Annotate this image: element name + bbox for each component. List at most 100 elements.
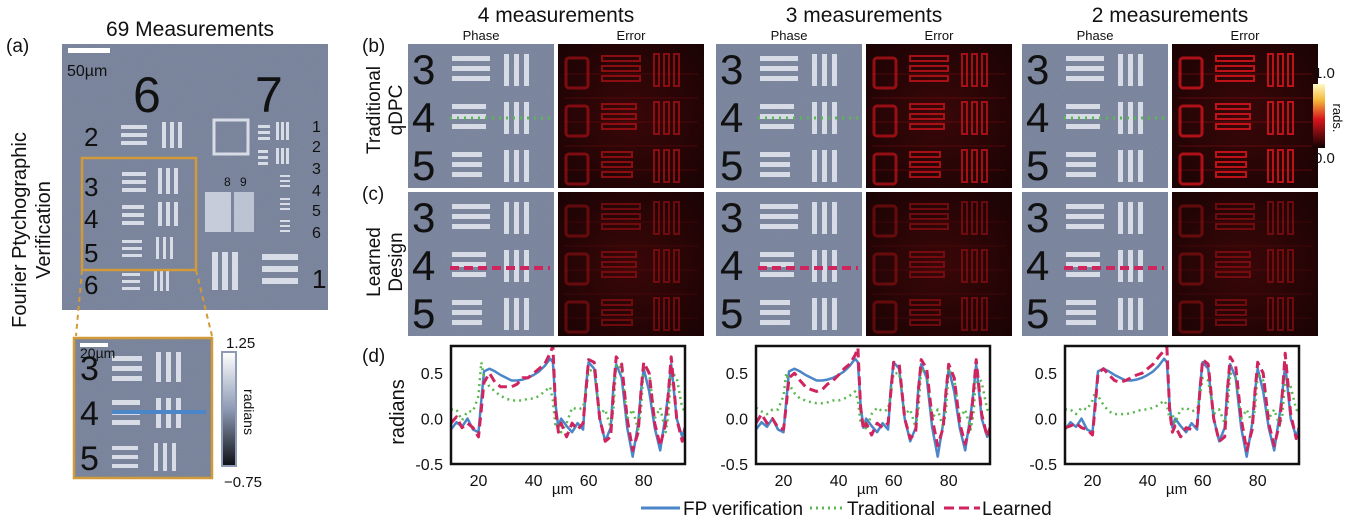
panel-a-letter: (a)	[6, 36, 29, 57]
target-number-9: 9	[240, 175, 247, 189]
target-number-5-right: 5	[312, 203, 321, 220]
phase-image: 345	[1022, 192, 1168, 337]
inset-phase-image: 3 4 5 20µm	[72, 336, 214, 480]
inset-digit-5: 5	[80, 440, 99, 478]
x-tick-label: 20	[775, 473, 793, 490]
phase-image: 345	[716, 44, 862, 189]
y-tick-label: 0.0	[726, 412, 748, 429]
scalebar-main-label: 50µm	[67, 63, 107, 80]
fp-phase-image: 6 7 2 3 4 5 6 1 2 3 4 5 6 8 9 1	[62, 44, 328, 310]
phase-digit-4: 4	[412, 94, 435, 141]
learned-line	[756, 346, 990, 448]
phase-digit-5: 5	[720, 142, 743, 189]
lineout-plot: 0.5 0.0 -0.5 20 40 60 80 µm	[720, 344, 992, 498]
phase-colorbar: 1.25 radians −0.75	[221, 335, 262, 491]
phase-digit-3: 3	[720, 46, 743, 93]
phase-column-label: Phase	[463, 28, 500, 43]
x-tick-label: 40	[525, 473, 543, 490]
target-number-4: 4	[84, 204, 98, 234]
phase-digit-3: 3	[412, 46, 435, 93]
phase-image: 345	[408, 44, 554, 189]
lineout-plot: 0.5 0.0 -0.5 20 40 60 80 µm	[415, 344, 687, 498]
phase-digit-3: 3	[412, 194, 435, 241]
target-number-8: 8	[224, 175, 231, 189]
zoom-region-frame	[80, 156, 198, 272]
fp-verification-line	[451, 357, 685, 458]
error-column-label: Error	[617, 28, 647, 43]
panel-d-letter: (d)	[362, 346, 385, 367]
plot-ylabel: radians	[387, 379, 409, 445]
phase-digit-5: 5	[1026, 290, 1049, 337]
target-number-6-large: 6	[133, 67, 161, 123]
phase-digit-3: 3	[720, 194, 743, 241]
phase-digit-4: 4	[1026, 94, 1049, 141]
target-number-3-right: 3	[312, 161, 321, 178]
x-axis-label: µm	[857, 481, 878, 498]
legend-label-learned: Learned	[982, 499, 1052, 520]
phase-digit-4: 4	[1026, 242, 1049, 289]
phase-column-label: Phase	[1077, 28, 1114, 43]
error-image	[866, 192, 1012, 336]
lineout-plot: 0.5 0.0 -0.5 20 40 60 80 µm	[1029, 344, 1301, 498]
phase-colorbar-max: 1.25	[226, 335, 255, 352]
y-tick-label: -0.5	[720, 457, 748, 474]
phase-digit-3: 3	[1026, 46, 1049, 93]
target-number-6-right: 6	[312, 225, 321, 242]
legend: FP verification Traditional Learned	[641, 499, 1052, 520]
phase-colorbar-label: radians	[241, 389, 257, 435]
target-number-7-large: 7	[255, 67, 283, 123]
target-number-1-bottom: 1	[312, 264, 326, 294]
target-number-2: 2	[84, 122, 98, 152]
learned-line	[451, 346, 685, 452]
phase-column-label: Phase	[771, 28, 808, 43]
phase-image: 345	[408, 192, 554, 337]
group-title: 2 measurements	[1092, 4, 1248, 27]
target-number-2-right: 2	[312, 139, 321, 156]
y-tick-label: -0.5	[415, 457, 443, 474]
x-tick-label: 20	[470, 473, 488, 490]
plot-frame	[1063, 344, 1301, 466]
y-tick-label: 0.0	[1035, 412, 1057, 429]
x-tick-label: 60	[885, 473, 903, 490]
x-tick-label: 60	[1194, 473, 1212, 490]
target-number-1-top: 1	[312, 119, 321, 136]
panel-c-letter: (c)	[362, 184, 384, 205]
phase-colorbar-min: −0.75	[224, 474, 262, 491]
scalebar-inset-label: 20µm	[80, 345, 115, 361]
group-title: 4 measurements	[478, 4, 634, 27]
error-image	[1172, 192, 1318, 336]
y-tick-label: 0.5	[1035, 366, 1057, 383]
target-number-4-right: 4	[312, 183, 321, 200]
x-tick-label: 80	[940, 473, 958, 490]
row-c-label-line1: Learned	[364, 227, 385, 297]
target-number-6-small: 6	[84, 270, 98, 300]
error-image	[866, 44, 1012, 188]
inset-digit-3: 3	[80, 350, 99, 388]
legend-label-fp: FP verification	[683, 499, 803, 520]
error-image	[558, 192, 704, 336]
row-c-label-line2: Design	[386, 232, 407, 291]
phase-digit-3: 3	[1026, 194, 1049, 241]
x-tick-label: 80	[635, 473, 653, 490]
x-axis-label: µm	[1166, 481, 1187, 498]
error-colorbar-max: 1.0	[1314, 65, 1335, 82]
panel-b-letter: (b)	[362, 36, 385, 57]
phase-digit-5: 5	[1026, 142, 1049, 189]
zoom-connector-left	[75, 269, 83, 337]
target-number-3: 3	[84, 172, 98, 202]
error-colorbar: 1.0 rads. 0.0	[1313, 65, 1345, 167]
x-tick-label: 20	[1084, 473, 1102, 490]
phase-digit-4: 4	[720, 242, 743, 289]
error-colorbar-label: rads.	[1330, 104, 1345, 133]
phase-digit-5: 5	[720, 290, 743, 337]
left-title: 69 Measurements	[106, 18, 274, 41]
error-colorbar-min: 0.0	[1314, 150, 1335, 167]
y-tick-label: 0.5	[421, 366, 443, 383]
phase-image: 345	[1022, 44, 1168, 189]
phase-digit-5: 5	[412, 290, 435, 337]
side-label-line2: Verification	[33, 181, 55, 279]
row-b-label-line1: Traditional	[364, 66, 385, 154]
error-image	[1172, 44, 1318, 188]
phase-digit-4: 4	[720, 94, 743, 141]
